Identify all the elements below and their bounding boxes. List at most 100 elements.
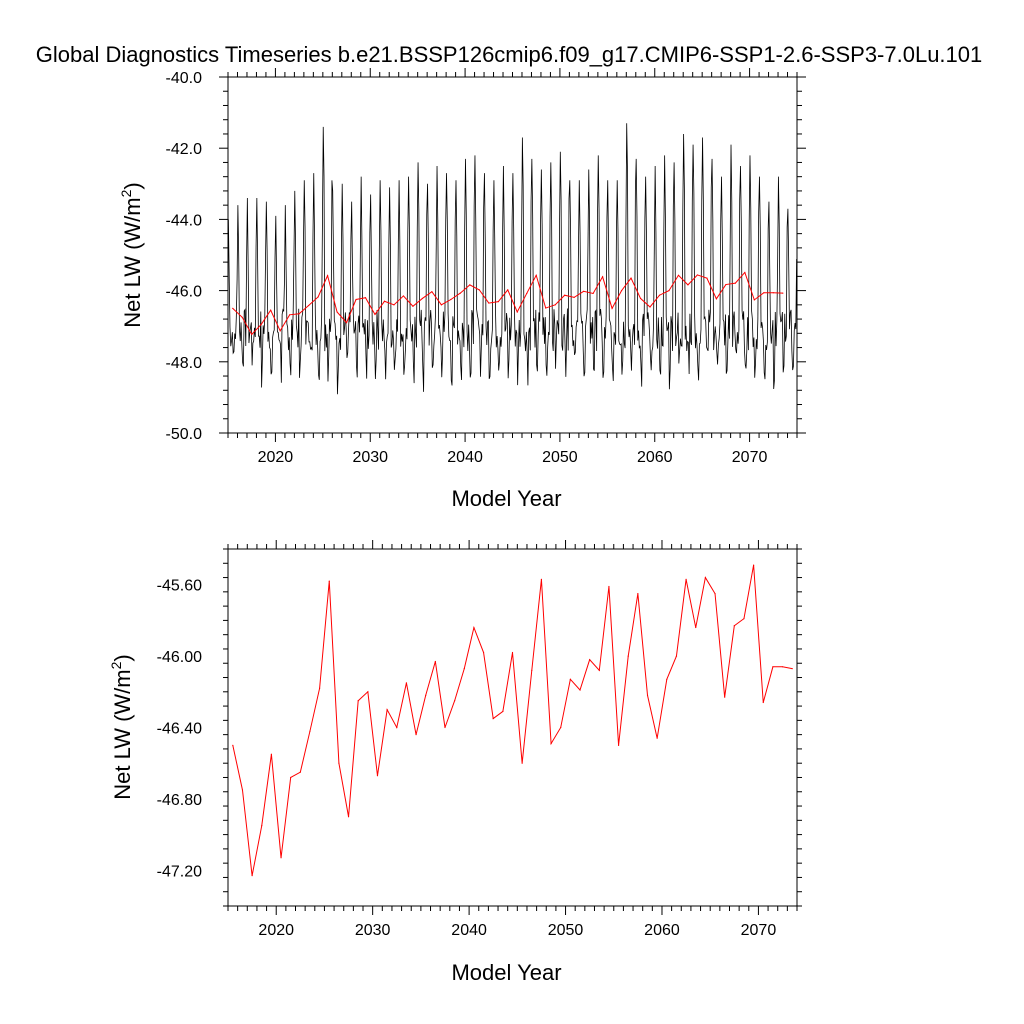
top-annual-mean-point (355, 298, 357, 301)
top-annual-mean-point (744, 271, 746, 274)
top-annual-mean-point (260, 323, 262, 326)
bottom-annual-mean-point (290, 776, 292, 779)
bottom-annual-mean-point (733, 625, 735, 627)
bottom-annual-mean-point (319, 687, 321, 689)
bottom-annual-mean-point (627, 655, 629, 657)
bottom-annual-mean-point (357, 700, 359, 702)
top-annual-mean-point (573, 296, 575, 298)
bottom-annual-mean-point (396, 726, 398, 729)
top-y-tick-label: -46.0 (166, 284, 203, 301)
bottom-annual-mean-point (656, 737, 658, 739)
bottom-annual-mean-point (261, 825, 263, 827)
bottom-annual-mean-point (540, 578, 543, 580)
bottom-annual-mean-point (309, 730, 311, 732)
top-plot-frame (227, 76, 798, 434)
bottom-annual-mean-point (444, 726, 446, 729)
bottom-annual-mean-point (608, 585, 610, 588)
bottom-annual-mean-point (299, 771, 301, 773)
top-annual-mean-point (450, 298, 452, 301)
top-annual-mean-point (696, 274, 699, 276)
bottom-annual-mean-point (232, 744, 234, 746)
bottom-annual-mean-point (637, 593, 639, 595)
top-annual-mean-point (412, 305, 414, 307)
top-y-tick-label: -40.0 (166, 70, 203, 87)
top-annual-mean-point (564, 294, 566, 296)
bottom-annual-mean-point (386, 709, 388, 711)
top-annual-mean-point (734, 282, 736, 284)
top-annual-mean-point (639, 297, 642, 300)
top-x-tick-label: 2020 (258, 449, 294, 466)
top-annual-mean-point (668, 290, 670, 292)
top-annual-mean-point (630, 277, 632, 279)
top-annual-mean-point (535, 274, 537, 276)
bottom-annual-mean-point (521, 762, 523, 764)
bottom-annual-mean-point (492, 717, 494, 720)
bottom-annual-mean-point (463, 668, 465, 670)
bottom-panel: 2020 2030 2040 2050 2060 2070 -47.20 -46.80 -46.… (108, 540, 802, 985)
bottom-annual-mean-point (270, 753, 272, 755)
bottom-annual-mean-point (338, 762, 340, 764)
bottom-annual-mean-point (328, 580, 330, 582)
top-x-axis-label: Model Year (451, 486, 561, 511)
bottom-annual-mean-point (425, 694, 427, 696)
top-annual-mean-point (402, 295, 405, 297)
top-annual-mean-point (782, 292, 784, 294)
bottom-annual-mean-point (415, 734, 417, 736)
top-annual-mean-point (345, 322, 348, 324)
top-panel: 2020 2030 2040 2050 2060 2070 -50.0 -48.0 -46.0 -… (118, 68, 806, 511)
top-annual-mean-point (497, 301, 499, 303)
bottom-annual-mean-point (241, 789, 244, 791)
bottom-annual-mean-point (569, 678, 571, 680)
bottom-plot-frame (227, 548, 798, 907)
bottom-annual-mean-point (714, 593, 716, 595)
bottom-annual-mean-point (762, 701, 764, 704)
bottom-annual-mean-point (791, 668, 793, 670)
bottom-annual-mean-point (781, 666, 784, 668)
bottom-y-tick-label: -46.00 (157, 649, 202, 666)
top-y-tick-label: -42.0 (166, 141, 203, 158)
top-annual-mean-point (763, 292, 765, 294)
top-annual-mean-point (620, 290, 623, 292)
top-annual-mean-point (715, 298, 717, 300)
top-annual-mean-point (241, 316, 243, 318)
top-monthly-series-line (228, 123, 797, 395)
bottom-annual-mean-point (685, 578, 687, 580)
bottom-annual-mean-point (724, 696, 726, 698)
top-annual-mean-point (554, 304, 556, 306)
bottom-annual-mean-point (704, 576, 706, 579)
bottom-y-tick-label: -46.80 (157, 792, 202, 809)
top-annual-mean-point (592, 292, 594, 295)
top-annual-mean-point (364, 297, 367, 299)
top-annual-mean-point (279, 330, 281, 332)
top-annual-mean-point (507, 289, 509, 291)
top-annual-mean-point (649, 306, 651, 308)
bottom-x-axis-label: Model Year (451, 960, 561, 985)
bottom-y-tick-label: -45.60 (157, 578, 202, 595)
top-annual-mean-point (232, 307, 234, 309)
chart-title: Global Diagnostics Timeseries b.e21.BSSP… (36, 42, 983, 67)
bottom-annual-mean-point (482, 651, 485, 654)
top-annual-mean-point (611, 307, 613, 309)
bottom-annual-mean-point (434, 660, 436, 663)
bottom-x-tick-label: 2040 (451, 922, 487, 939)
bottom-y-axis-label: Net LW (W/m2) (108, 654, 135, 799)
bottom-y-tick-label: -46.40 (157, 721, 202, 738)
top-x-tick-label: 2040 (447, 449, 483, 466)
bottom-annual-mean-point (454, 700, 456, 702)
bottom-annual-mean-point (675, 655, 678, 657)
bottom-annual-mean-point (646, 694, 649, 696)
bottom-annual-mean-point (473, 626, 475, 629)
bottom-annual-mean-point (251, 875, 253, 877)
top-annual-mean-point (677, 274, 680, 276)
top-x-tick-label: 2060 (637, 449, 673, 466)
top-annual-mean-point (431, 291, 433, 293)
top-annual-mean-point (526, 292, 528, 295)
bottom-annual-mean-line (232, 564, 793, 876)
top-annual-mean-point (374, 313, 376, 316)
bottom-annual-mean-point (695, 626, 697, 629)
bottom-annual-mean-point (280, 857, 282, 859)
top-annual-mean-point (658, 294, 661, 296)
top-annual-mean-point (772, 292, 774, 294)
top-annual-mean-point (706, 277, 708, 279)
